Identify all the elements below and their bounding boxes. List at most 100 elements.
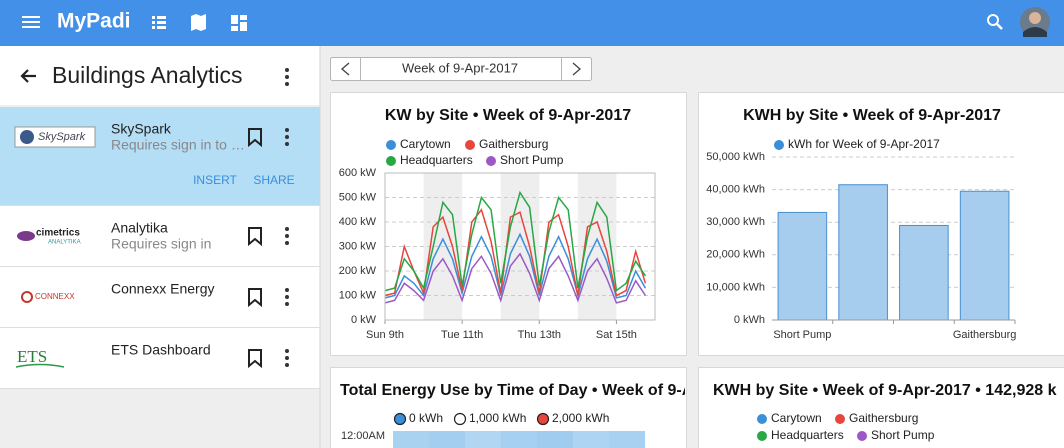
legend-swatch: [857, 431, 867, 441]
chart-title: KW by Site • Week of 9-Apr-2017: [385, 107, 631, 124]
dot: [285, 363, 289, 367]
item-menu-button[interactable]: [285, 288, 289, 306]
y-tick-label: 500 kW: [339, 191, 377, 203]
back-button[interactable]: [20, 69, 36, 83]
legend-swatch: [386, 156, 396, 166]
y-tick-label: 100 kW: [339, 289, 377, 301]
action-button[interactable]: INSERT: [193, 173, 237, 187]
logo-icon: [20, 130, 34, 144]
bookmark-button[interactable]: [248, 227, 262, 247]
app-bar: [0, 0, 1064, 46]
list-view-button[interactable]: [152, 16, 166, 29]
y-tick-label: 0 kWh: [734, 314, 765, 326]
legend-label[interactable]: Short Pump: [500, 153, 564, 167]
y-tick-label: 10,000 kWh: [706, 281, 765, 293]
date-label[interactable]: Week of 9-Apr-2017: [402, 60, 518, 75]
search-button[interactable]: [987, 14, 1003, 30]
logo-text: cimetrics: [36, 228, 80, 239]
legend-swatch: [453, 412, 467, 426]
legend-swatch: [757, 414, 767, 424]
dot: [285, 349, 289, 353]
bookmark-button[interactable]: [248, 349, 262, 369]
logo-box: [14, 126, 96, 148]
logo-text: ETS: [17, 347, 47, 366]
chart-title: KWH by Site • Week of 9-Apr-2017: [743, 107, 1001, 124]
logo-icon: [21, 291, 33, 303]
plot-border: [384, 172, 656, 321]
legend-swatch: [486, 156, 496, 166]
bar: [777, 211, 828, 321]
x-tick-label: Sat 15th: [596, 329, 637, 341]
dot: [285, 227, 289, 231]
legend-swatch: [386, 140, 396, 150]
list-item[interactable]: CONNEXX Connexx Energy: [0, 281, 320, 328]
heatmap-cell: [609, 431, 645, 448]
y-tick-label: 200 kW: [339, 265, 377, 277]
action-button[interactable]: SHARE: [253, 173, 294, 187]
y-tick-label: 20,000 kWh: [706, 249, 765, 261]
menu-button[interactable]: [22, 16, 40, 28]
legend-label[interactable]: Gaithersburg: [479, 137, 548, 151]
sidebar-title: Buildings Analytics: [52, 62, 243, 88]
map-view-button[interactable]: [191, 14, 206, 31]
logo-subtext: ANALYTIKA: [48, 240, 81, 246]
item-menu-button[interactable]: [285, 128, 289, 146]
logo-text: SkySpark: [38, 131, 86, 143]
legend-label[interactable]: Carytown: [771, 411, 822, 425]
legend-label[interactable]: kWh for Week of 9-Apr-2017: [788, 137, 940, 151]
item-menu-button[interactable]: [285, 349, 289, 367]
bookmark-button[interactable]: [248, 128, 262, 148]
dot: [285, 288, 289, 292]
item-title: Analytika: [111, 220, 168, 236]
item-title: SkySpark: [111, 121, 172, 137]
y-tick-label: 600 kW: [339, 167, 377, 179]
legend-label[interactable]: Carytown: [400, 137, 451, 151]
logo-icon: [17, 231, 35, 241]
prev-week-button[interactable]: [341, 62, 350, 76]
item-subtitle: Requires sign in to …: [111, 137, 245, 153]
user-avatar[interactable]: [1020, 7, 1050, 37]
dot: [285, 295, 289, 299]
heatmap-cell: [537, 431, 573, 448]
legend-label[interactable]: 1,000 kWh: [469, 411, 526, 425]
legend-label[interactable]: 0 kWh: [409, 411, 443, 425]
logo-swoosh: [15, 363, 65, 368]
legend-label[interactable]: Short Pump: [871, 428, 935, 442]
bookmark-button[interactable]: [248, 288, 262, 308]
series-line: [384, 190, 647, 292]
dashboard-view-button[interactable]: [231, 15, 247, 31]
app-title: MyPadi: [57, 10, 131, 33]
sidebar-panel: [0, 46, 320, 389]
legend-swatch: [465, 140, 475, 150]
dot: [285, 234, 289, 238]
legend-label[interactable]: Headquarters: [771, 428, 844, 442]
legend-swatch: [536, 412, 550, 426]
legend-label[interactable]: Headquarters: [400, 153, 473, 167]
dot: [285, 142, 289, 146]
item-subtitle: Requires sign in: [111, 236, 211, 252]
item-title: ETS Dashboard: [111, 342, 211, 358]
series-line: [384, 232, 647, 299]
item-menu-button[interactable]: [285, 227, 289, 245]
legend-swatch: [393, 412, 407, 426]
legend-label[interactable]: 2,000 kWh: [552, 411, 609, 425]
sidebar-menu-button[interactable]: [285, 68, 289, 86]
x-tick-label: Short Pump: [773, 329, 831, 341]
heatmap-cell: [393, 431, 429, 448]
legend-label[interactable]: Gaithersburg: [849, 411, 918, 425]
date-navigator: Week of 9-Apr-2017: [330, 57, 592, 81]
heatmap-cell: [429, 431, 465, 448]
logo-text: CONNEXX: [35, 292, 75, 301]
x-tick-label: Tue 11th: [441, 329, 483, 341]
x-tick-label: Sun 9th: [366, 329, 404, 341]
y-tick-label: 40,000 kWh: [706, 184, 765, 196]
selected-background: [0, 107, 320, 205]
chart-title: Total Energy Use by Time of Day • Week o…: [340, 382, 703, 399]
date-nav-box: [330, 57, 592, 81]
series-line: [384, 208, 647, 297]
list-item[interactable]: ETS ETS Dashboard: [0, 342, 320, 389]
heatmap-cell: [501, 431, 537, 448]
next-week-button[interactable]: [572, 62, 581, 76]
